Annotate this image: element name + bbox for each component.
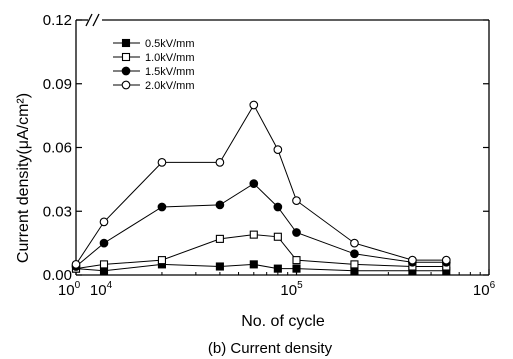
data-point [157,256,166,265]
data-point [273,145,283,154]
data-point [273,264,282,273]
data-point [292,196,301,205]
y-axis-title: Current density(μA/cm²) [15,93,32,263]
data-point [215,200,225,210]
series-line [75,182,447,267]
figure-caption: (b) Current density [208,340,333,357]
data-point [99,217,109,227]
data-series [71,100,451,275]
data-point [273,202,283,212]
axis-break-mark [85,13,93,27]
axis-break-mark [92,13,100,27]
data-point [249,100,259,110]
y-tick-label: 0.00 [43,267,72,284]
data-point [215,234,224,243]
data-point [121,38,131,48]
data-point [292,264,301,273]
y-axis: 0.00 0.03 0.06 0.09 0.12 [43,12,489,284]
data-point [121,52,131,62]
data-point [71,260,81,269]
x-tick-label: 100 [58,280,81,299]
data-point [350,238,359,248]
y-tick-label: 0.03 [43,203,72,220]
y-tick-label: 0.06 [43,140,72,157]
plot-frame [75,13,490,276]
series-line [75,234,447,270]
y-tick-label: 0.09 [43,76,72,93]
x-tick-label: 106 [473,280,496,299]
data-point [249,260,258,269]
data-point [215,158,225,167]
data-point [408,255,417,265]
series-1.5kV/mm [71,179,451,271]
data-point [215,262,224,271]
x-axis: 100 104 105 106 [58,269,496,299]
data-point [350,249,359,259]
series-2.0kV/mm [71,100,451,269]
data-point [441,255,451,265]
y-tick-label: 0.12 [43,12,72,29]
data-point [99,260,109,269]
legend: 0.5kV/mm 1.0kV/mm 1.5kV/mm 2.0kV/mm [113,38,195,92]
x-axis-title: No. of cycle [241,313,325,330]
data-point [292,228,301,237]
series-line [75,103,447,265]
data-point [157,158,167,167]
data-point [121,80,131,90]
data-point [249,179,259,188]
data-point [350,260,359,269]
legend-label: 0.5kV/mm [145,38,195,50]
legend-label: 2.0kV/mm [145,80,195,92]
legend-label: 1.5kV/mm [145,66,195,78]
data-point [121,66,131,76]
legend-label: 1.0kV/mm [145,52,195,64]
data-point [157,202,167,212]
data-point [273,232,282,241]
series-line [75,263,447,272]
data-point [99,238,109,248]
data-point [249,230,258,239]
x-tick-label: 105 [280,280,303,299]
data-point [292,256,301,265]
x-tick-label: 104 [90,280,113,299]
